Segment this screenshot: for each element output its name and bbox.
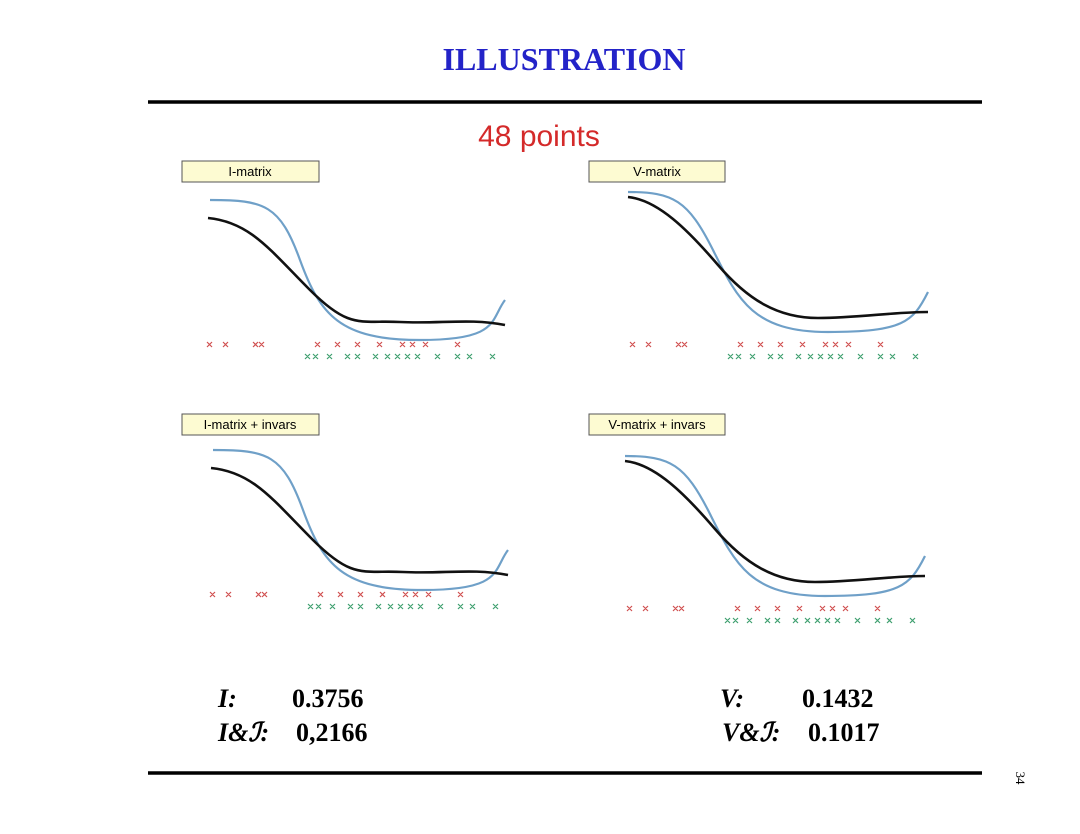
results: I: 0.3756 I&ℐ: 0,2166 V: 0.1432 V&ℐ: 0.1… <box>217 684 880 747</box>
result-value: 0,2166 <box>296 718 368 747</box>
result-value: 0.1017 <box>808 718 880 747</box>
result-name: I: <box>217 684 237 713</box>
panel-label-box <box>181 160 320 183</box>
panel-plot <box>207 200 505 359</box>
slide-title: ILLUSTRATION <box>442 41 685 77</box>
result-value: 0.1432 <box>802 684 874 713</box>
panel-label: V-matrix <box>633 164 681 179</box>
result-value: 0.3756 <box>292 684 364 713</box>
result-name: V: <box>720 684 744 713</box>
panel-label-box <box>588 160 726 183</box>
panel-label-box <box>588 413 726 436</box>
panel-label-box <box>181 413 320 436</box>
page-number: 34 <box>1013 772 1028 786</box>
panel-label: V-matrix + invars <box>608 417 706 432</box>
panel-plot <box>628 192 928 359</box>
panel-plot <box>625 456 925 623</box>
result-name: V&ℐ: <box>722 718 780 747</box>
subtitle: 48 points <box>478 120 600 153</box>
result-name: I&ℐ: <box>217 718 269 747</box>
panel-label: I-matrix + invars <box>204 417 297 432</box>
panel-plot <box>210 450 508 609</box>
panel-label: I-matrix <box>228 164 272 179</box>
